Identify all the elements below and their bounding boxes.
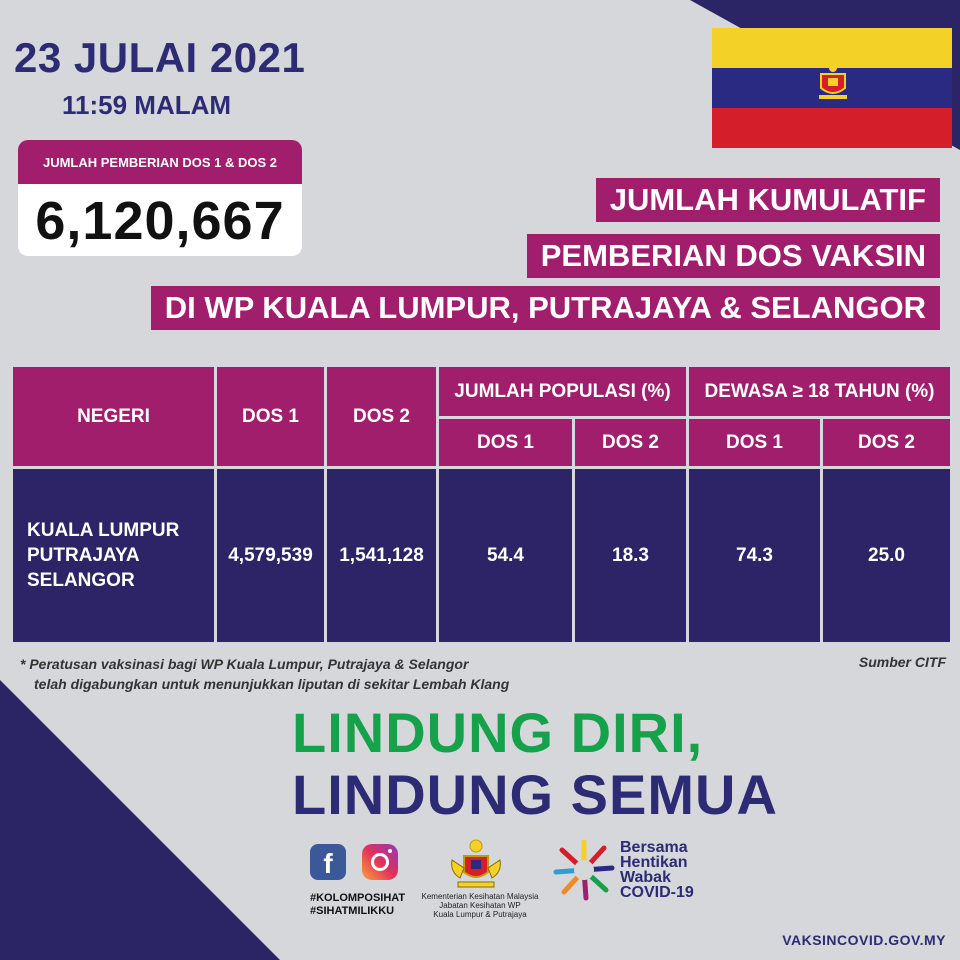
- title-line-2: PEMBERIAN DOS VAKSIN: [526, 234, 940, 278]
- footnote-line-2: telah digabungkan untuk menunjukkan lipu…: [34, 676, 510, 692]
- cell-dewasa-dos1: 74.3: [686, 466, 823, 645]
- ministry-line-1: Kementerian Kesihatan Malaysia: [421, 892, 539, 901]
- report-time: 11:59 MALAM: [62, 90, 232, 120]
- table-row: KUALA LUMPUR PUTRAJAYA SELANGOR 4,579,53…: [10, 466, 953, 645]
- campaign-line-4: COVID-19: [620, 884, 694, 901]
- slogan-line-2: LINDUNG SEMUA: [292, 763, 778, 826]
- cell-dos2: 1,541,128: [324, 466, 439, 645]
- footnote: * Peratusan vaksinasi bagi WP Kuala Lump…: [20, 654, 509, 694]
- hashtag-sihatmilikku: #SIHATMILIKKU: [310, 905, 395, 917]
- coat-of-arms-icon: [819, 64, 847, 99]
- header-jumlah-populasi: JUMLAH POPULASI (%): [436, 364, 689, 419]
- campaign-line-3: Wabak: [620, 869, 671, 886]
- subheader-dewasa-dos1: DOS 1: [686, 416, 823, 469]
- bottom-left-corner-decoration: [0, 680, 280, 960]
- header-dos2: DOS 2: [324, 364, 439, 469]
- title-line-3: DI WP KUALA LUMPUR, PUTRAJAYA & SELANGOR: [150, 286, 940, 330]
- data-source: Sumber CITF: [858, 654, 946, 670]
- campaign-text: Bersama Hentikan Wabak COVID-19: [620, 839, 694, 901]
- subheader-populasi-dos2: DOS 2: [572, 416, 689, 469]
- cell-populasi-dos1: 54.4: [436, 466, 575, 645]
- header-negeri: NEGERI: [10, 364, 217, 469]
- ministry-caption: Kementerian Kesihatan Malaysia Jabatan K…: [410, 892, 550, 919]
- cell-dos1: 4,579,539: [214, 466, 327, 645]
- hashtags: #KOLOMPOSIHAT #SIHATMILIKKU: [310, 892, 405, 918]
- cell-negeri: KUALA LUMPUR PUTRAJAYA SELANGOR: [10, 466, 217, 645]
- facebook-icon[interactable]: f: [310, 844, 346, 880]
- campaign-line-1: Bersama: [620, 839, 688, 856]
- hashtag-kolomposihat: #KOLOMPOSIHAT: [310, 892, 406, 904]
- header-dewasa: DEWASA ≥ 18 TAHUN (%): [686, 364, 953, 419]
- state-putrajaya: PUTRAJAYA: [27, 545, 140, 566]
- campaign-line-2: Hentikan: [620, 854, 688, 871]
- website-link[interactable]: VAKSINCOVID.GOV.MY: [782, 932, 946, 948]
- report-date: 23 JULAI 2021: [14, 34, 306, 81]
- total-doses-card: JUMLAH PEMBERIAN DOS 1 & DOS 2 6,120,667: [18, 140, 302, 256]
- title-line-1: JUMLAH KUMULATIF: [595, 178, 940, 222]
- cell-dewasa-dos2: 25.0: [820, 466, 953, 645]
- vaccination-table: NEGERI DOS 1 DOS 2 JUMLAH POPULASI (%) D…: [10, 364, 953, 645]
- coat-of-arms-icon: [451, 839, 501, 888]
- covid-campaign-logo: [553, 839, 615, 901]
- ministry-line-3: Kuala Lumpur & Putrajaya: [433, 910, 527, 919]
- subheader-dewasa-dos2: DOS 2: [820, 416, 953, 469]
- header-dos1: DOS 1: [214, 364, 327, 469]
- slogan-line-1: LINDUNG DIRI,: [292, 701, 704, 764]
- instagram-icon[interactable]: [362, 844, 398, 880]
- state-kuala-lumpur: KUALA LUMPUR: [27, 520, 180, 541]
- state-selangor: SELANGOR: [27, 570, 135, 591]
- total-doses-value: 6,120,667: [35, 191, 285, 251]
- cell-populasi-dos2: 18.3: [572, 466, 689, 645]
- footnote-line-1: * Peratusan vaksinasi bagi WP Kuala Lump…: [20, 656, 469, 672]
- subheader-populasi-dos1: DOS 1: [436, 416, 575, 469]
- ministry-line-2: Jabatan Kesihatan WP: [439, 901, 521, 910]
- federal-territory-flag: [712, 28, 952, 148]
- total-doses-label: JUMLAH PEMBERIAN DOS 1 & DOS 2: [18, 140, 302, 184]
